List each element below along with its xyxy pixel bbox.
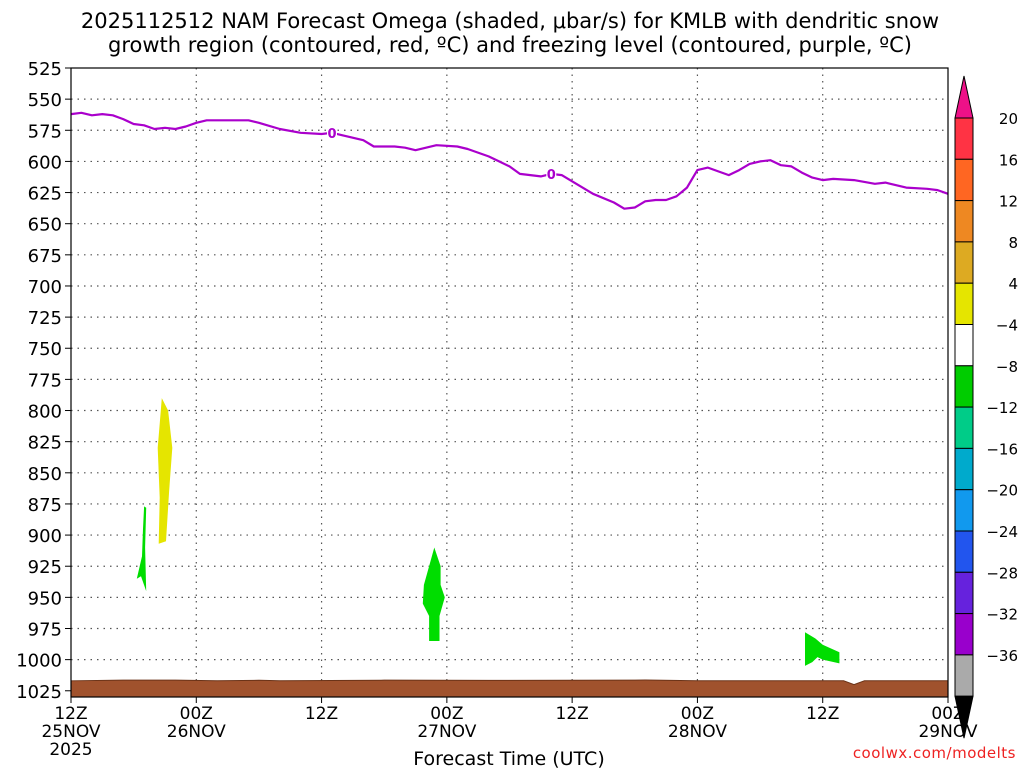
colorbar-label: −24 <box>986 523 1018 541</box>
x-tick-date: 29NOV <box>918 722 977 742</box>
x-tick-year: 2025 <box>49 740 92 760</box>
colorbar-bin <box>954 158 974 202</box>
colorbar-bin <box>954 489 974 532</box>
plot-area <box>71 68 948 697</box>
y-tick-label: 600 <box>28 152 62 173</box>
freezing-level-contour: 00 <box>70 111 949 210</box>
y-tick-label: 700 <box>28 277 62 298</box>
omega-shading <box>136 398 840 666</box>
x-tick-label: 12Z <box>305 704 338 724</box>
colorbar-bin <box>954 241 974 284</box>
freezing-level-line <box>70 111 949 210</box>
colorbar: 20 16 12 8 4 −4 −8 −12 −16 −20 −24 −28 −32 −36 <box>954 75 1018 739</box>
surface-area <box>70 679 949 698</box>
colorbar-label: −36 <box>986 647 1018 665</box>
y-tick-label: 800 <box>28 402 62 423</box>
freezing-level-label-bg <box>327 124 338 139</box>
chart-title-line-2: growth region (contoured, red, ºC) and f… <box>108 33 912 57</box>
freezing-level-label-bg <box>546 165 557 180</box>
plot-background <box>71 68 948 697</box>
colorbar-bin <box>954 530 974 573</box>
colorbar-label: −32 <box>986 606 1018 624</box>
colorbar-label: 8 <box>1008 234 1018 252</box>
colorbar-label: 4 <box>1008 275 1018 293</box>
colorbar-label: 16 <box>999 151 1018 169</box>
y-tick-label: 725 <box>28 308 62 329</box>
colorbar-bin <box>954 365 974 408</box>
plot-border <box>70 67 949 698</box>
x-tick-label: 00Z <box>931 704 964 724</box>
colorbar-label: 20 <box>999 110 1018 128</box>
y-tick-label: 875 <box>28 495 62 516</box>
plot-frame <box>70 67 949 698</box>
colorbar-bin <box>954 447 974 491</box>
y-tick-label: 650 <box>28 215 62 236</box>
x-tick-label: 12Z <box>54 704 87 724</box>
y-tick-label: 550 <box>28 90 62 111</box>
y-axis: 525 550 575 600 625 650 675 700 725 750 775 800 825 8… <box>16 59 71 703</box>
x-tick-label: 00Z <box>180 704 213 724</box>
colorbar-label: 12 <box>999 193 1018 211</box>
y-tick-label: 525 <box>28 59 62 80</box>
y-tick-label: 850 <box>28 464 62 485</box>
colorbar-bin <box>954 613 974 656</box>
grid-lines <box>71 68 948 697</box>
x-axis-label: Forecast Time (UTC) <box>413 748 604 768</box>
x-tick-label: 12Z <box>556 704 589 724</box>
colorbar-bin <box>954 282 974 326</box>
y-tick-label: 900 <box>28 526 62 547</box>
y-tick-label: 625 <box>28 184 62 205</box>
freezing-level-label-2: 0 <box>547 168 556 183</box>
x-tick-date: 27NOV <box>417 722 476 742</box>
chart-title-line-1: 2025112512 NAM Forecast Omega (shaded, μ… <box>81 9 939 33</box>
y-tick-label: 1025 <box>16 682 62 703</box>
y-tick-label: 975 <box>28 619 62 640</box>
surface-terrain <box>70 679 949 698</box>
omega-region-2 <box>136 506 147 592</box>
colorbar-label: −16 <box>986 440 1018 458</box>
colorbar-bin <box>954 654 974 697</box>
colorbar-bin <box>954 117 974 160</box>
freezing-level-label-1: 0 <box>327 127 336 142</box>
colorbar-label: −20 <box>986 482 1018 500</box>
x-tick-label: 12Z <box>806 704 839 724</box>
y-tick-label: 1000 <box>16 651 62 672</box>
y-tick-label: 775 <box>28 370 62 391</box>
y-tick-label: 950 <box>28 588 62 609</box>
x-tick-date: 25NOV <box>41 722 100 742</box>
colorbar-bottom-arrow <box>954 695 974 739</box>
y-tick-label: 675 <box>28 246 62 267</box>
colorbar-bin <box>954 406 974 449</box>
x-tick-label: 00Z <box>681 704 714 724</box>
colorbar-bin <box>954 571 974 615</box>
y-tick-label: 750 <box>28 339 62 360</box>
x-tick-date: 26NOV <box>167 722 226 742</box>
colorbar-label: −12 <box>986 399 1018 417</box>
colorbar-label: −4 <box>996 317 1018 335</box>
colorbar-label: −28 <box>986 564 1018 582</box>
colorbar-label: −8 <box>996 358 1018 376</box>
y-tick-label: 825 <box>28 433 62 454</box>
colorbar-bin <box>954 200 974 243</box>
colorbar-top-arrow <box>954 75 974 119</box>
x-tick-date: 28NOV <box>668 722 727 742</box>
omega-region-4 <box>805 632 840 666</box>
y-tick-label: 925 <box>28 557 62 578</box>
colorbar-bin <box>954 324 974 367</box>
omega-region-1 <box>157 398 173 544</box>
y-tick-label: 575 <box>28 121 62 142</box>
omega-region-3 <box>422 547 445 641</box>
x-tick-label: 00Z <box>430 704 463 724</box>
credit-text: coolwx.com/modelts <box>852 744 1016 762</box>
